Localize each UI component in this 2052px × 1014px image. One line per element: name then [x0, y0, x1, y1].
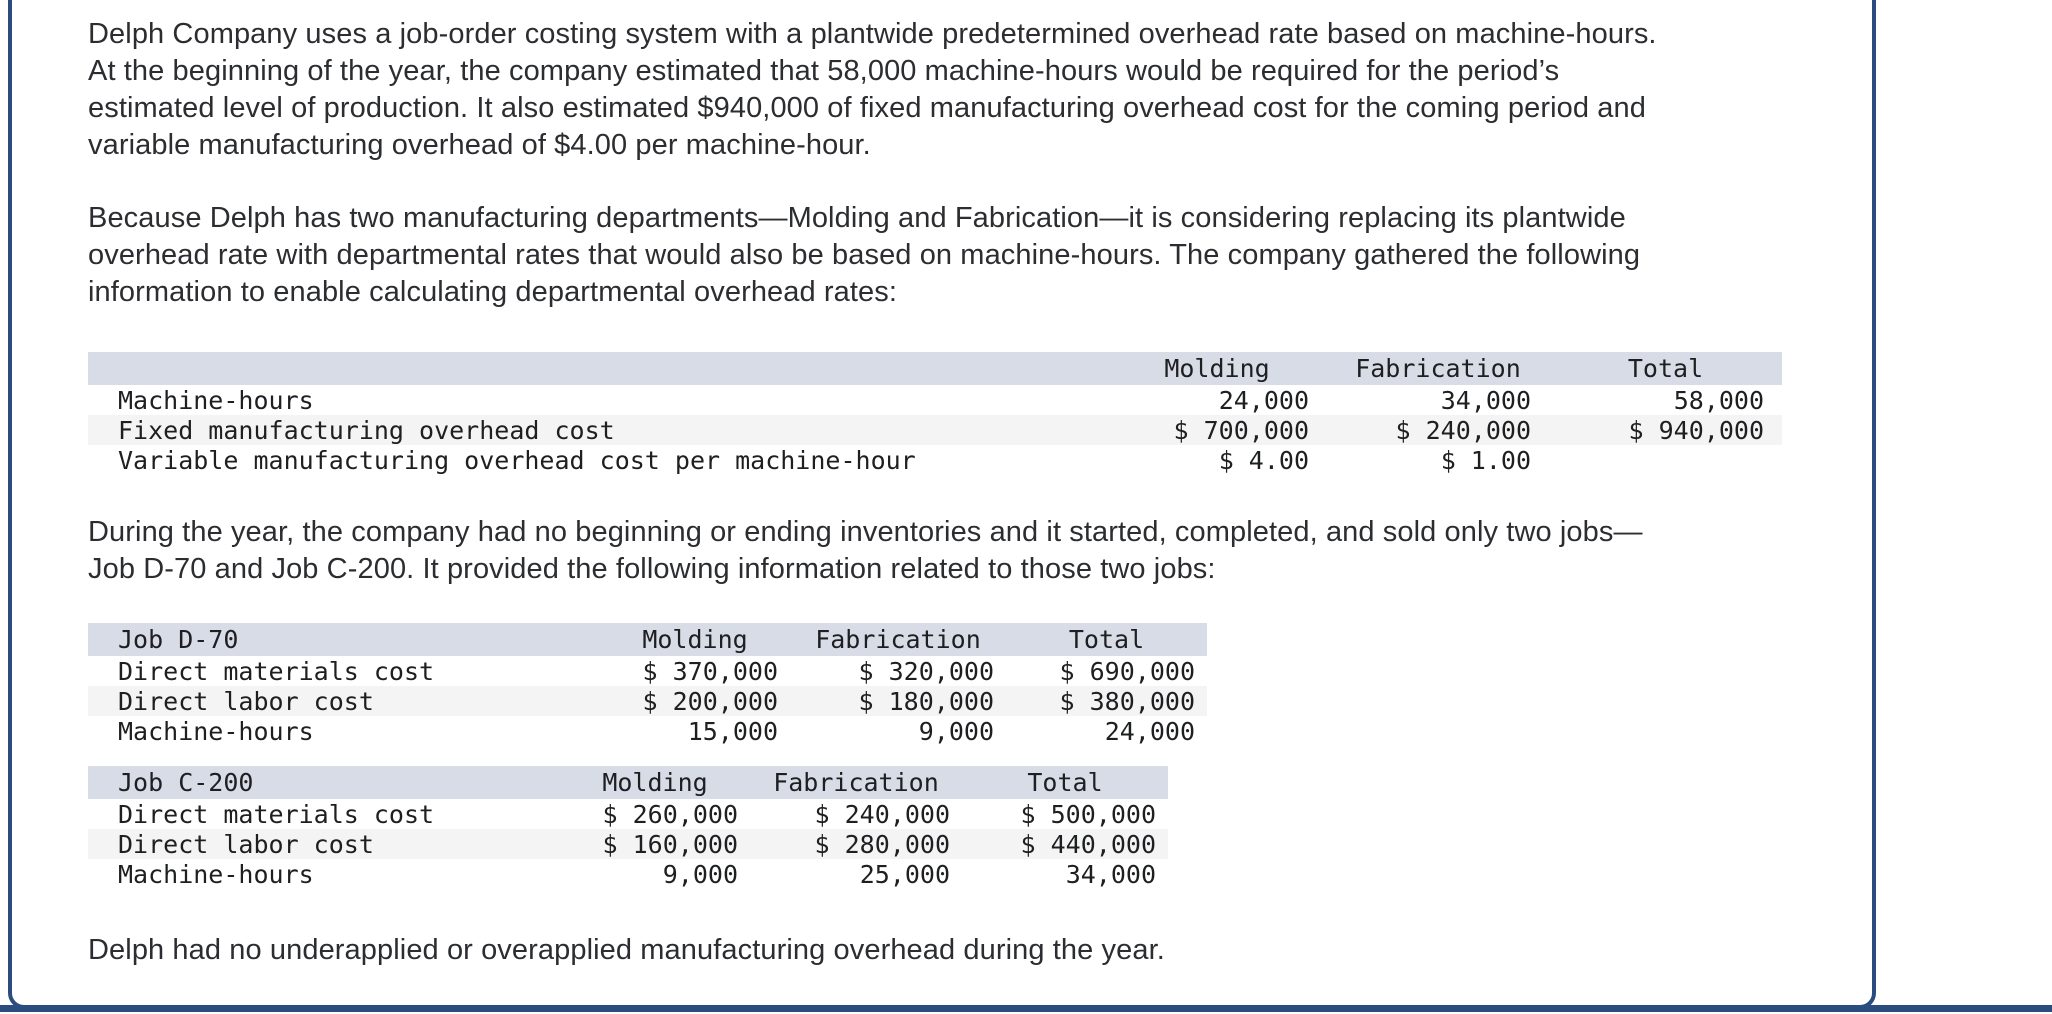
text-line: Because Delph has two manufacturing depa…	[88, 202, 1626, 234]
table-header-row: Molding Fabrication Total	[88, 352, 1782, 385]
column-header-job: Job D-70	[88, 623, 600, 656]
bottom-divider	[0, 1005, 2052, 1012]
text-line: information to enable calculating depart…	[88, 276, 898, 308]
row-label: Direct labor cost	[88, 686, 600, 716]
text-line: overhead rate with departmental rates th…	[88, 239, 1641, 271]
cell-molding: 9,000	[662, 859, 738, 889]
cell-fabrication: 34,000	[1440, 385, 1531, 415]
column-header-molding: Molding	[600, 623, 790, 656]
row-label: Direct materials cost	[118, 799, 435, 829]
job-d70-table: Job D-70 Molding Fabrication Total Direc…	[88, 623, 1207, 746]
cell-total: $ 500,000	[1020, 799, 1156, 829]
column-header-total: Total	[962, 766, 1168, 799]
column-header-molding: Molding	[1107, 352, 1327, 385]
column-header	[88, 352, 1107, 385]
jobs-paragraph: During the year, the company had no begi…	[88, 514, 1643, 588]
cell-molding: $ 370,000	[642, 656, 778, 686]
cell-total	[1549, 445, 1782, 475]
column-header-molding: Molding	[560, 766, 750, 799]
table-header-row: Job D-70 Molding Fabrication Total	[88, 623, 1207, 656]
table-row: Direct labor cost $ 160,000 $ 280,000 $ …	[88, 829, 1168, 859]
cell-total: $ 690,000	[1059, 656, 1195, 686]
cell-molding: 24,000	[1218, 385, 1309, 415]
text-line: Delph Company uses a job-order costing s…	[88, 18, 1657, 50]
cell-total: 24,000	[1104, 716, 1195, 746]
cell-total: $ 440,000	[962, 829, 1168, 859]
column-header-fabrication: Fabrication	[750, 766, 962, 799]
text-line: estimated level of production. It also e…	[88, 92, 1646, 124]
row-label: Fixed manufacturing overhead cost	[88, 415, 1107, 445]
cell-molding: $ 700,000	[1107, 415, 1327, 445]
column-header-total: Total	[1006, 623, 1207, 656]
table-row: Direct labor cost $ 200,000 $ 180,000 $ …	[88, 686, 1207, 716]
text-line: During the year, the company had no begi…	[88, 516, 1643, 548]
cell-total: $ 940,000	[1549, 415, 1782, 445]
cell-fabrication: $ 280,000	[750, 829, 962, 859]
table-row: Direct materials cost $ 260,000 $ 240,00…	[88, 799, 1168, 829]
column-header-job: Job C-200	[88, 766, 560, 799]
row-label: Direct labor cost	[88, 829, 560, 859]
column-header-fabrication: Fabrication	[1327, 352, 1549, 385]
text-line: Delph had no underapplied or overapplied…	[88, 934, 1165, 966]
cell-total: 58,000	[1673, 385, 1764, 415]
cell-molding: $ 200,000	[600, 686, 790, 716]
job-c200-table: Job C-200 Molding Fabrication Total Dire…	[88, 766, 1168, 889]
cell-fabrication: 9,000	[918, 716, 994, 746]
intro-paragraph: Delph Company uses a job-order costing s…	[88, 16, 1657, 164]
cell-molding: $ 160,000	[560, 829, 750, 859]
text-line: Job D-70 and Job C-200. It provided the …	[88, 553, 1216, 585]
table-row: Machine-hours 24,000 34,000 58,000	[88, 385, 1782, 415]
column-header-total: Total	[1549, 352, 1782, 385]
cell-fabrication: $ 240,000	[1327, 415, 1549, 445]
table-row: Direct materials cost $ 370,000 $ 320,00…	[88, 656, 1207, 686]
cell-fabrication: $ 240,000	[814, 799, 950, 829]
row-label: Machine-hours	[118, 385, 314, 415]
cell-molding: $ 4.00	[1218, 445, 1309, 475]
table-row: Variable manufacturing overhead cost per…	[88, 445, 1782, 475]
row-label: Variable manufacturing overhead cost per…	[118, 445, 916, 475]
cell-molding: 15,000	[687, 716, 778, 746]
closing-paragraph: Delph had no underapplied or overapplied…	[88, 932, 1165, 969]
table-row: Fixed manufacturing overhead cost $ 700,…	[88, 415, 1782, 445]
cell-fabrication: $ 180,000	[790, 686, 1006, 716]
departmental-overhead-table: Molding Fabrication Total Machine-hours …	[88, 352, 1782, 475]
row-label: Machine-hours	[118, 716, 314, 746]
cell-molding: $ 260,000	[602, 799, 738, 829]
cell-total: $ 380,000	[1006, 686, 1207, 716]
text-line: At the beginning of the year, the compan…	[88, 55, 1560, 87]
cell-total: 34,000	[1065, 859, 1156, 889]
row-label: Direct materials cost	[118, 656, 435, 686]
cell-fabrication: 25,000	[859, 859, 950, 889]
table-row: Machine-hours 15,000 9,000 24,000	[88, 716, 1207, 746]
column-header-fabrication: Fabrication	[790, 623, 1006, 656]
cell-fabrication: $ 1.00	[1440, 445, 1531, 475]
cell-fabrication: $ 320,000	[858, 656, 994, 686]
text-line: variable manufacturing overhead of $4.00…	[88, 129, 871, 161]
departments-paragraph: Because Delph has two manufacturing depa…	[88, 200, 1640, 311]
row-label: Machine-hours	[118, 859, 314, 889]
table-header-row: Job C-200 Molding Fabrication Total	[88, 766, 1168, 799]
table-row: Machine-hours 9,000 25,000 34,000	[88, 859, 1168, 889]
